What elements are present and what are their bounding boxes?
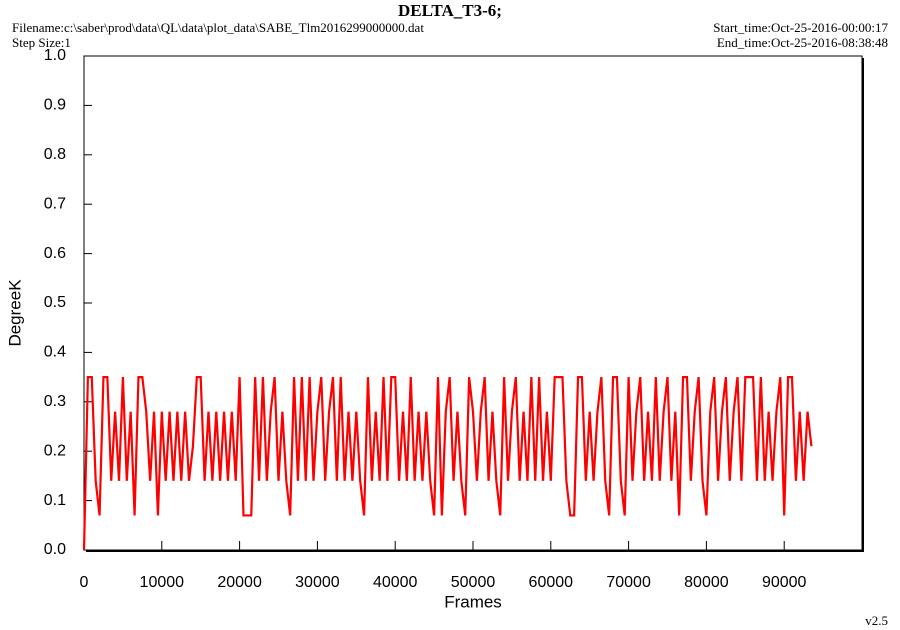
y-tick-label: 0.4 xyxy=(44,344,66,361)
x-tick-label: 50000 xyxy=(451,574,496,591)
x-tick-label: 10000 xyxy=(140,574,185,591)
step-size: Step Size:1 xyxy=(12,35,71,50)
filename: Filename:c:\saber\prod\data\QL\data\plot… xyxy=(12,20,424,35)
y-tick-label: 0.1 xyxy=(44,492,66,509)
x-tick-label: 70000 xyxy=(606,574,651,591)
y-tick-label: 0.0 xyxy=(44,541,66,558)
x-axis-label: Frames xyxy=(444,592,502,611)
start-time: Start_time:Oct-25-2016-00:00:17 xyxy=(713,20,888,35)
version: v2.5 xyxy=(865,613,888,628)
y-tick-label: 0.3 xyxy=(44,393,66,410)
x-tick-label: 60000 xyxy=(529,574,574,591)
x-tick-label: 80000 xyxy=(684,574,729,591)
x-tick-label: 90000 xyxy=(762,574,807,591)
y-tick-label: 1.0 xyxy=(44,47,66,64)
chart-title: DELTA_T3-6; xyxy=(398,1,502,20)
x-tick-label: 40000 xyxy=(373,574,418,591)
x-tick-label: 30000 xyxy=(295,574,340,591)
end-time: End_time:Oct-25-2016-08:38:48 xyxy=(717,35,888,50)
y-tick-label: 0.6 xyxy=(44,245,66,262)
data-line xyxy=(82,376,813,551)
x-tick-label: 20000 xyxy=(217,574,262,591)
y-tick-label: 0.8 xyxy=(44,146,66,163)
x-tick-label: 0 xyxy=(80,574,89,591)
y-tick-label: 0.2 xyxy=(44,442,66,459)
y-tick-label: 0.9 xyxy=(44,97,66,114)
y-axis-label: DegreeK xyxy=(5,279,24,347)
y-tick-label: 0.7 xyxy=(44,195,66,212)
y-tick-label: 0.5 xyxy=(44,294,66,311)
